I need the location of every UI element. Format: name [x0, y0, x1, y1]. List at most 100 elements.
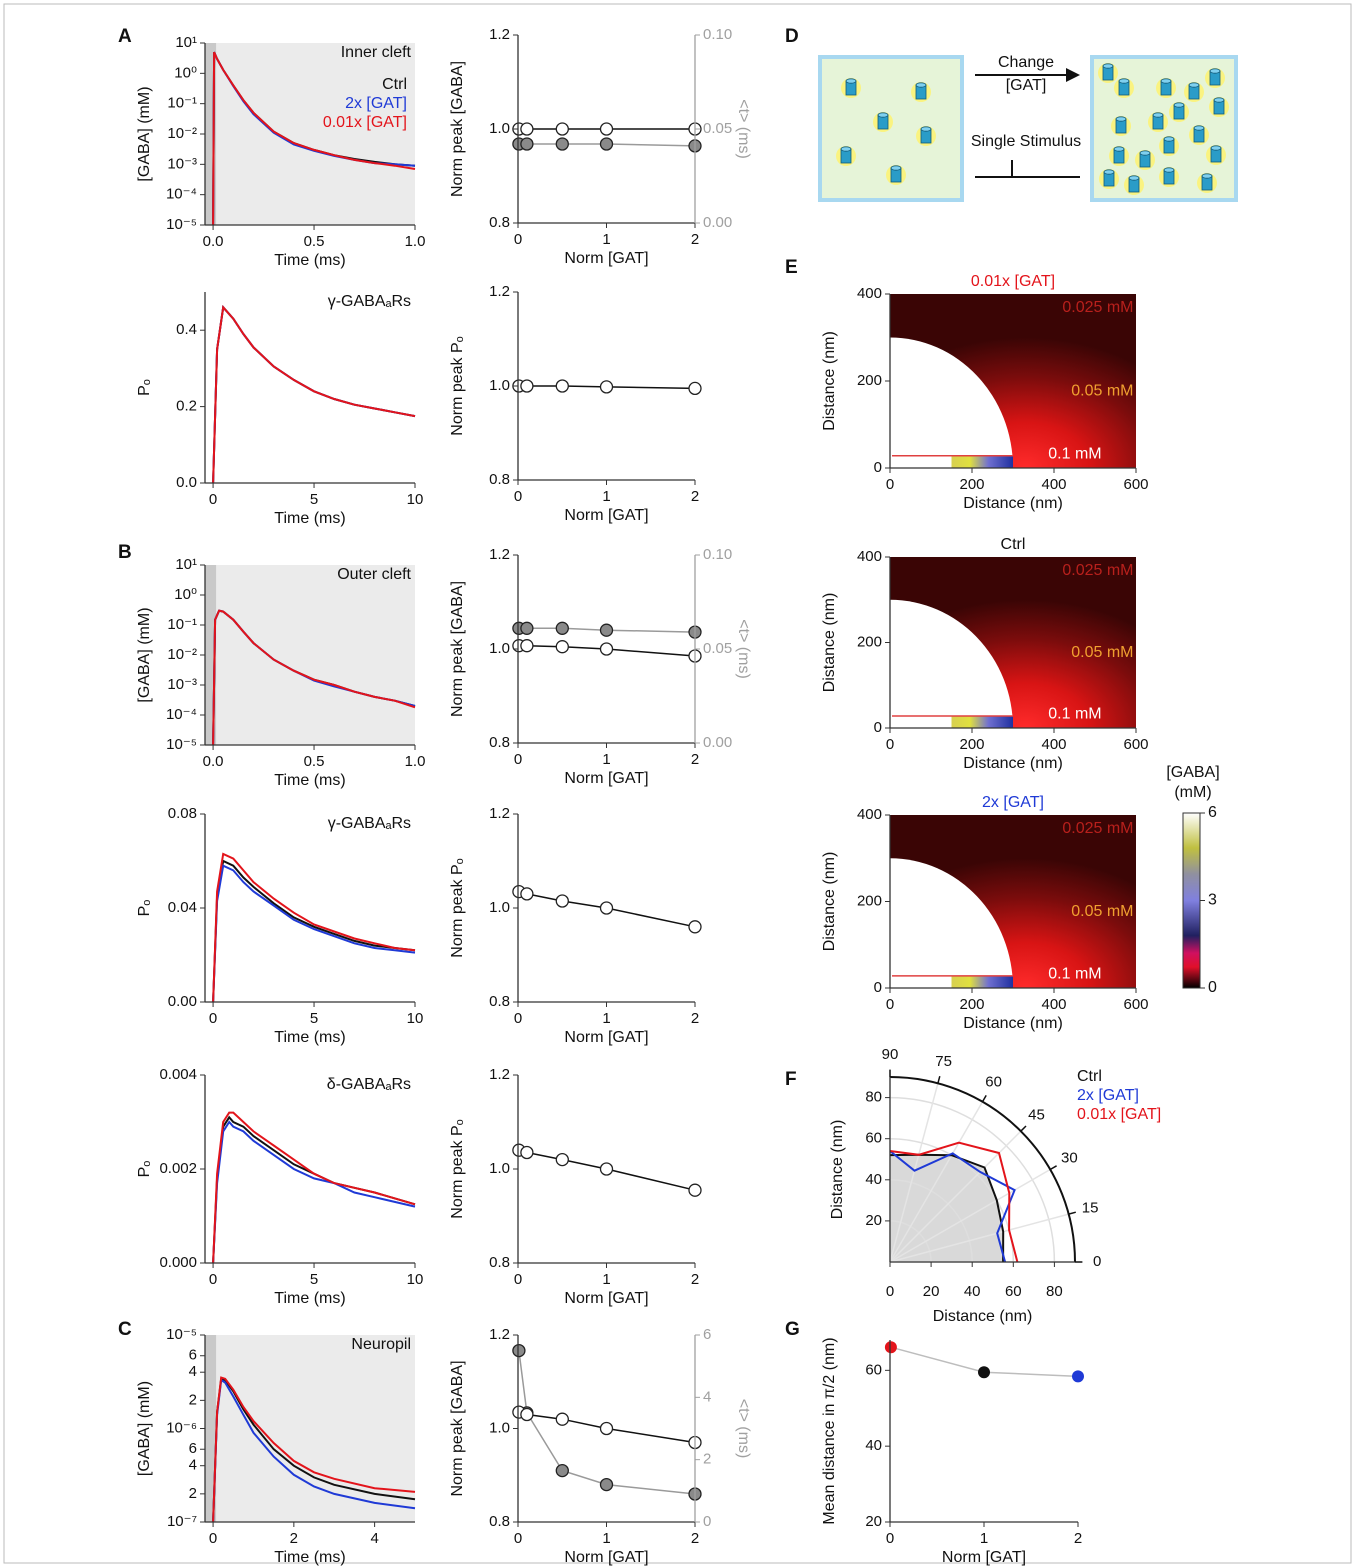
y-tick-label: 0.4: [176, 321, 197, 338]
y-tick-label: 200: [857, 892, 882, 909]
x-axis-label: Norm [GAT]: [564, 507, 648, 524]
y-tick-label: 0.0: [176, 474, 197, 491]
y-axis-label: Distance (nm): [829, 1120, 846, 1220]
annotation: γ-GABAₐRs: [328, 293, 411, 310]
y-axis-label: [GABA] (mM): [136, 607, 153, 702]
panel-label: A: [118, 26, 132, 47]
data-point: [599, 122, 614, 136]
y-tick-label: 2: [189, 1485, 197, 1502]
panel-label: F: [785, 1069, 797, 1090]
x-tick-label: 0: [886, 736, 894, 753]
y-axis-label: Distance (nm): [821, 331, 838, 431]
x-tick-label: 0: [514, 1530, 522, 1547]
data-point: [555, 621, 569, 635]
y-tick-label: 10⁻¹: [167, 616, 197, 633]
x-tick-label: 0: [514, 1271, 522, 1288]
transporter-top: [1103, 169, 1115, 175]
transporter-top: [920, 126, 932, 132]
x-tick-label: 2: [691, 231, 699, 248]
angle-tick-label: 30: [1061, 1149, 1078, 1166]
chart-title: 0.01x [GAT]: [971, 273, 1055, 290]
y2-axis-label: <t> (ms): [735, 99, 752, 159]
data-point: [599, 1477, 614, 1492]
y-axis-label: Norm peak [GABA]: [449, 61, 466, 197]
data-line: [212, 609, 416, 746]
panel-label: G: [785, 1319, 800, 1340]
x-axis-label: Time (ms): [274, 510, 345, 527]
data-line: [212, 51, 416, 226]
x-tick-label: 20: [923, 1283, 940, 1300]
data-point: [512, 1343, 526, 1358]
data-point: [599, 137, 614, 151]
legend-entry: 2x [GAT]: [345, 95, 407, 112]
y-tick-label: 10⁻⁵: [166, 736, 197, 753]
angle-tick: [981, 1095, 987, 1103]
data-point: [599, 380, 614, 394]
x-tick-label: 2: [691, 751, 699, 768]
plot-background: [205, 1335, 415, 1522]
y-tick-label: 0.8: [489, 214, 510, 231]
x-tick-label: 1.0: [405, 233, 426, 250]
angle-tick: [1049, 1165, 1057, 1171]
y-tick-label: 10⁻⁵: [166, 1326, 197, 1343]
data-line: [212, 859, 416, 1003]
transporter-top: [1201, 173, 1213, 179]
x-tick-label: 1: [980, 1530, 988, 1547]
angle-tick-label: 60: [985, 1074, 1002, 1091]
y-tick-label: 1.0: [489, 120, 510, 137]
data-point: [520, 887, 534, 901]
data-point: [599, 642, 614, 656]
x-axis-label: Time (ms): [274, 1029, 345, 1046]
plot-background: [205, 43, 415, 225]
colorbar-tick-label: 0: [1208, 979, 1217, 996]
stimulus-band: [205, 1335, 217, 1522]
x-tick-label: 0: [886, 1530, 894, 1547]
x-tick-label: 40: [964, 1283, 981, 1300]
y2-axis-label: <t> (ms): [735, 619, 752, 679]
y-axis-label: Distance (nm): [821, 593, 838, 693]
x-tick-label: 0: [886, 476, 894, 493]
x-tick-label: 400: [1041, 476, 1066, 493]
colorbar-tick-label: 3: [1208, 892, 1217, 909]
transporter-top: [1152, 112, 1164, 118]
x-axis-label: Norm [GAT]: [564, 770, 648, 787]
data-point: [555, 640, 569, 654]
y2-tick-label: 6: [703, 1326, 711, 1343]
y-tick-label: 0.8: [489, 993, 510, 1010]
x-axis-label: Norm [GAT]: [564, 1290, 648, 1307]
transporter-top: [1102, 63, 1114, 69]
x-tick-label: 10: [407, 491, 424, 508]
cleft-strip: [951, 716, 1013, 728]
data-line: [212, 305, 416, 484]
y-tick-label: 10⁻⁷: [167, 1513, 197, 1530]
y-tick-label: 10⁰: [174, 64, 197, 81]
transporter-top: [1173, 102, 1185, 108]
y-axis-label: [GABA] (mM): [136, 1381, 153, 1476]
transporter-top: [1188, 82, 1200, 88]
y-axis-label: Pₒ: [136, 1161, 153, 1178]
data-point: [555, 379, 569, 393]
x-tick-label: 200: [959, 736, 984, 753]
y-tick-label: 0.002: [159, 1160, 197, 1177]
angle-tick: [1068, 1211, 1076, 1215]
data-point: [555, 1463, 569, 1478]
data-point: [599, 1162, 614, 1176]
x-tick-label: 0: [514, 1010, 522, 1027]
x-axis-label: Distance (nm): [963, 495, 1063, 512]
y-tick-label: 60: [865, 1130, 882, 1147]
x-axis-label: Norm [GAT]: [942, 1549, 1026, 1566]
x-tick-label: 1: [602, 231, 610, 248]
data-line: [212, 1111, 416, 1264]
contour-label: 0.1 mM: [1048, 965, 1101, 982]
transporter-top: [1128, 175, 1140, 181]
x-tick-label: 600: [1123, 996, 1148, 1013]
y-tick-label: 10¹: [175, 556, 197, 573]
y-tick-label: 4: [189, 1363, 197, 1380]
y-tick-label: 10⁻²: [167, 125, 197, 142]
cleft-strip: [951, 455, 1013, 468]
legend-entry: Ctrl: [382, 76, 407, 93]
y-axis-label: Norm peak Pₒ: [449, 1119, 466, 1218]
x-tick-label: 0: [514, 231, 522, 248]
data-point: [555, 1152, 569, 1167]
transporter-top: [840, 146, 852, 152]
